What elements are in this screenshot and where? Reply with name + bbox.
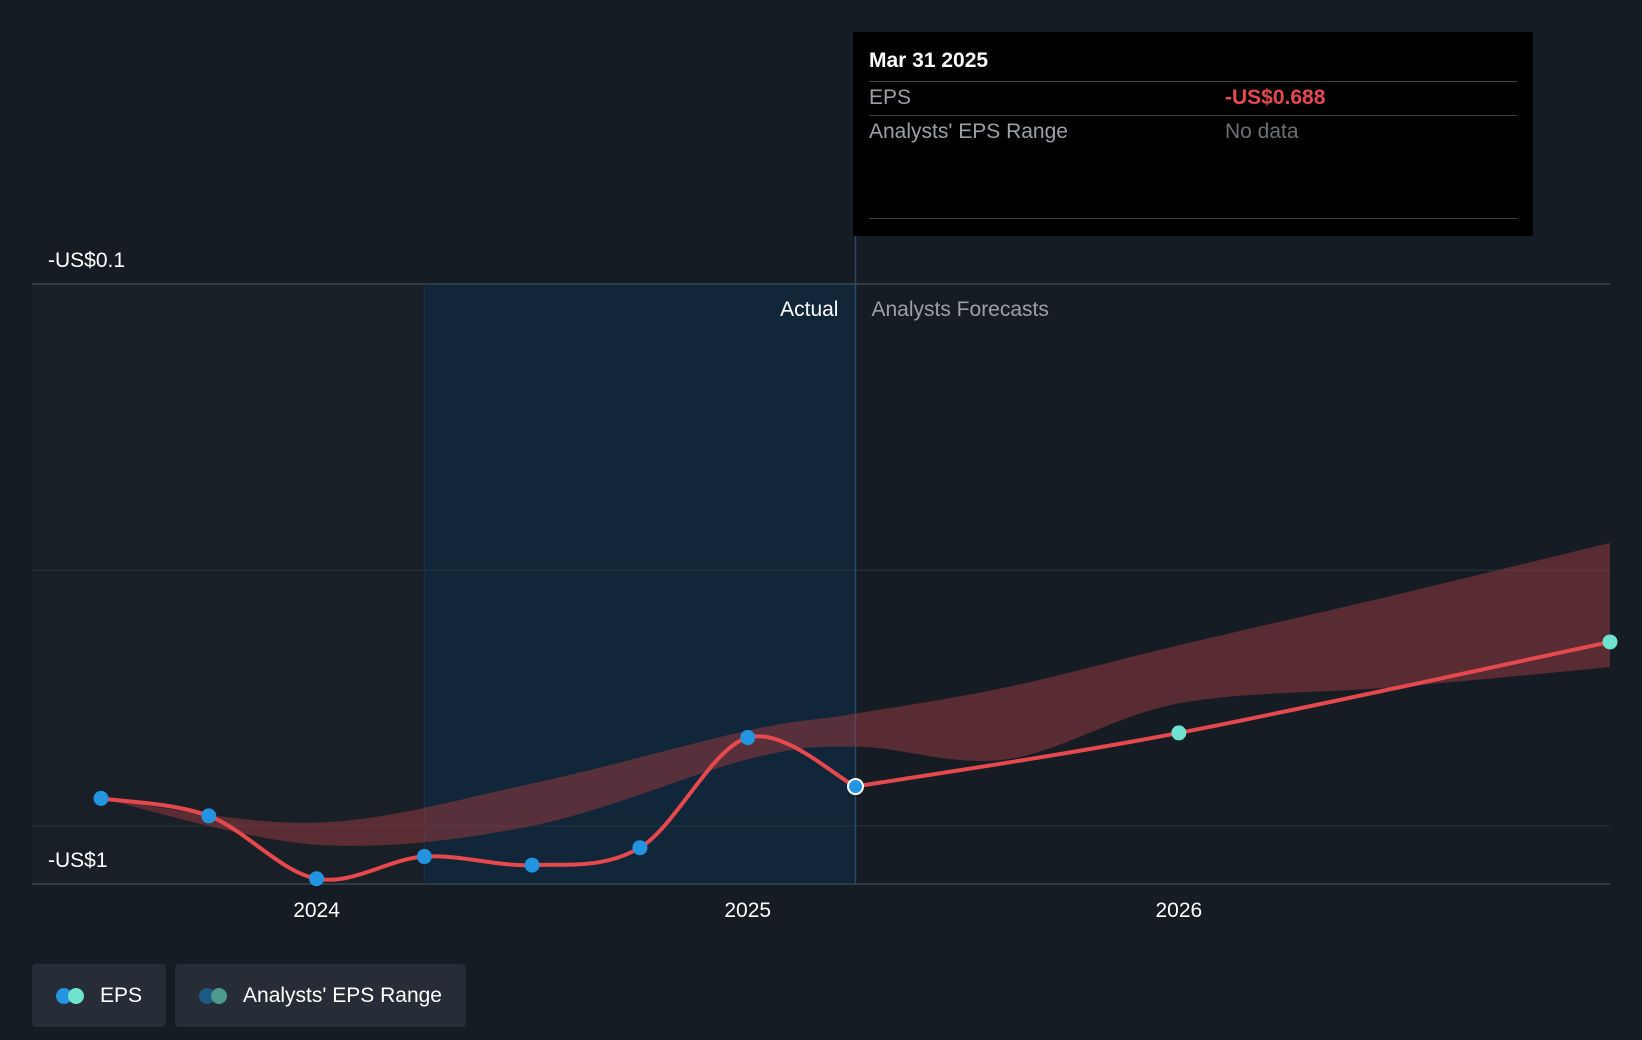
eps-point-forecast (1602, 634, 1618, 650)
actual-label: Actual (780, 298, 838, 321)
legend-eps-button[interactable]: EPS (32, 964, 167, 1027)
eps-point-actual (524, 857, 540, 873)
tooltip-row-eps: EPS -US$0.688 (869, 81, 1517, 115)
eps-point-forecast (1171, 725, 1187, 741)
tooltip-range-value: No data (1225, 120, 1299, 143)
eps-legend-icon (56, 987, 86, 1004)
legend-dot-range-b (211, 987, 228, 1004)
tooltip-divider (869, 218, 1517, 219)
forecast-label: Analysts Forecasts (871, 298, 1048, 321)
eps-point-actual (309, 871, 325, 887)
tooltip-date: Mar 31 2025 (869, 49, 989, 72)
tooltip: Mar 31 2025 EPS -US$0.688 Analysts' EPS … (853, 32, 1533, 236)
legend-eps-label: EPS (100, 983, 143, 1007)
tooltip-range-label: Analysts' EPS Range (869, 120, 1068, 143)
eps-point-actual (632, 840, 648, 856)
y-tick-label: -US$1 (48, 849, 108, 872)
tooltip-row-range: Analysts' EPS Range No data (869, 115, 1517, 149)
legend-range-button[interactable]: Analysts' EPS Range (175, 964, 466, 1027)
y-tick-label: -US$0.1 (48, 249, 125, 272)
x-tick-label: 2025 (724, 899, 771, 922)
axis-labels: 2024 2025 2026 -US$0.1 -US$1 (48, 249, 1202, 922)
range-legend-icon (199, 987, 229, 1004)
legend: EPS Analysts' EPS Range (32, 964, 466, 1027)
eps-point-actual (201, 808, 217, 824)
x-tick-label: 2024 (293, 899, 340, 922)
eps-point-actual (416, 849, 432, 865)
x-tick-label: 2026 (1155, 899, 1202, 922)
eps-point-selected (846, 778, 864, 796)
eps-line-actual (98, 734, 858, 882)
eps-point-actual (740, 730, 756, 746)
eps-point-actual (93, 790, 109, 806)
tooltip-eps-value: -US$0.688 (1225, 86, 1326, 109)
tooltip-eps-label: EPS (869, 86, 912, 109)
eps-points (93, 634, 1618, 887)
legend-range-label: Analysts' EPS Range (243, 983, 442, 1007)
legend-dot-forecast (68, 987, 84, 1004)
